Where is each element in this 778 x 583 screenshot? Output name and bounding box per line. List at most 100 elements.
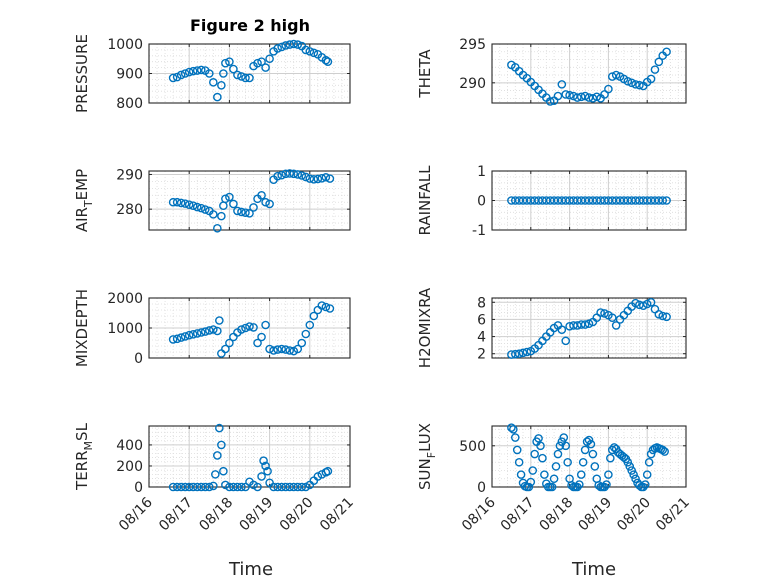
- data-point: [297, 338, 307, 348]
- data-point: [176, 70, 186, 80]
- data-point: [563, 457, 572, 467]
- data-point: [654, 57, 664, 67]
- data-point: [259, 456, 268, 466]
- data-point: [241, 323, 250, 333]
- data-point: [172, 334, 182, 344]
- data-point: [281, 482, 290, 492]
- y-tick-label: 0: [477, 194, 486, 210]
- data-point: [309, 311, 319, 321]
- data-point: [524, 482, 534, 492]
- data-point: [629, 470, 638, 479]
- data-point: [221, 344, 230, 354]
- y-axis-label: AIRTEMP: [73, 169, 95, 232]
- data-point: [269, 346, 278, 355]
- data-point: [237, 72, 246, 81]
- data-point: [305, 320, 315, 330]
- data-point: [213, 92, 222, 102]
- data-point: [580, 320, 590, 329]
- data-point: [631, 474, 640, 484]
- data-point: [518, 348, 528, 358]
- y-tick-label: 4: [477, 330, 486, 346]
- data-point: [297, 171, 307, 180]
- y-tick-label: 295: [459, 37, 486, 53]
- data-point: [229, 64, 238, 74]
- data-point: [606, 453, 615, 463]
- data-point: [233, 206, 242, 216]
- data-point: [277, 170, 286, 180]
- data-point: [639, 301, 648, 311]
- series-markers: [507, 196, 671, 205]
- data-point: [305, 174, 315, 183]
- data-point: [547, 482, 557, 492]
- series-markers: [168, 423, 333, 492]
- y-tick-label: 800: [116, 96, 143, 112]
- data-point: [625, 462, 635, 471]
- data-point: [586, 439, 596, 449]
- data-point: [277, 344, 286, 354]
- data-point: [557, 80, 567, 89]
- data-point: [192, 482, 202, 492]
- data-point: [325, 304, 335, 313]
- data-point: [253, 482, 262, 492]
- data-point: [573, 482, 582, 492]
- data-point: [561, 336, 571, 346]
- data-point: [604, 84, 613, 94]
- data-point: [512, 445, 522, 455]
- data-point: [588, 449, 598, 459]
- data-point: [576, 470, 586, 479]
- data-point: [213, 451, 222, 460]
- axes-2: 290 295 THETA: [416, 37, 687, 106]
- y-tick-label: 280: [116, 202, 143, 218]
- data-point: [237, 207, 246, 217]
- data-point: [611, 70, 621, 80]
- data-point: [540, 470, 549, 479]
- data-point: [245, 322, 254, 331]
- data-point: [658, 196, 668, 205]
- x-axis-label-right: Time: [571, 559, 616, 580]
- data-point: [229, 482, 238, 492]
- data-point: [600, 482, 609, 492]
- data-point: [249, 203, 258, 212]
- data-point: [233, 482, 242, 492]
- data-point: [325, 174, 335, 183]
- y-axis-label: SUNFLUX: [416, 423, 438, 490]
- data-point: [293, 40, 303, 49]
- data-point: [269, 482, 278, 492]
- data-point: [188, 482, 198, 492]
- data-point: [584, 435, 594, 445]
- data-point: [289, 39, 299, 49]
- data-point: [192, 329, 202, 338]
- data-point: [293, 170, 303, 179]
- data-point: [285, 40, 295, 49]
- data-point: [301, 172, 311, 182]
- data-point: [530, 449, 539, 459]
- data-point: [549, 474, 559, 484]
- data-point: [172, 482, 182, 492]
- data-point: [237, 482, 246, 492]
- series-markers: [507, 297, 671, 359]
- data-point: [602, 480, 611, 489]
- data-point: [553, 449, 563, 459]
- data-point: [561, 441, 571, 451]
- data-point: [257, 190, 266, 200]
- data-point: [209, 325, 218, 334]
- data-point: [219, 466, 228, 476]
- data-point: [635, 80, 644, 90]
- series-markers: [507, 423, 669, 492]
- data-point: [293, 482, 303, 492]
- data-point: [221, 58, 230, 68]
- data-point: [538, 453, 547, 463]
- data-point: [263, 466, 272, 476]
- axes-4: -1 0 1 RAINFALL: [416, 164, 687, 239]
- data-point: [215, 423, 224, 433]
- data-point: [180, 482, 190, 492]
- y-axis-label: MIXDEPTH: [73, 289, 91, 367]
- data-point: [592, 92, 602, 102]
- data-point: [580, 91, 590, 101]
- y-tick-label: 900: [116, 67, 143, 83]
- data-point: [301, 329, 311, 339]
- y-axis-label: RAINFALL: [416, 165, 434, 236]
- data-point: [285, 169, 295, 178]
